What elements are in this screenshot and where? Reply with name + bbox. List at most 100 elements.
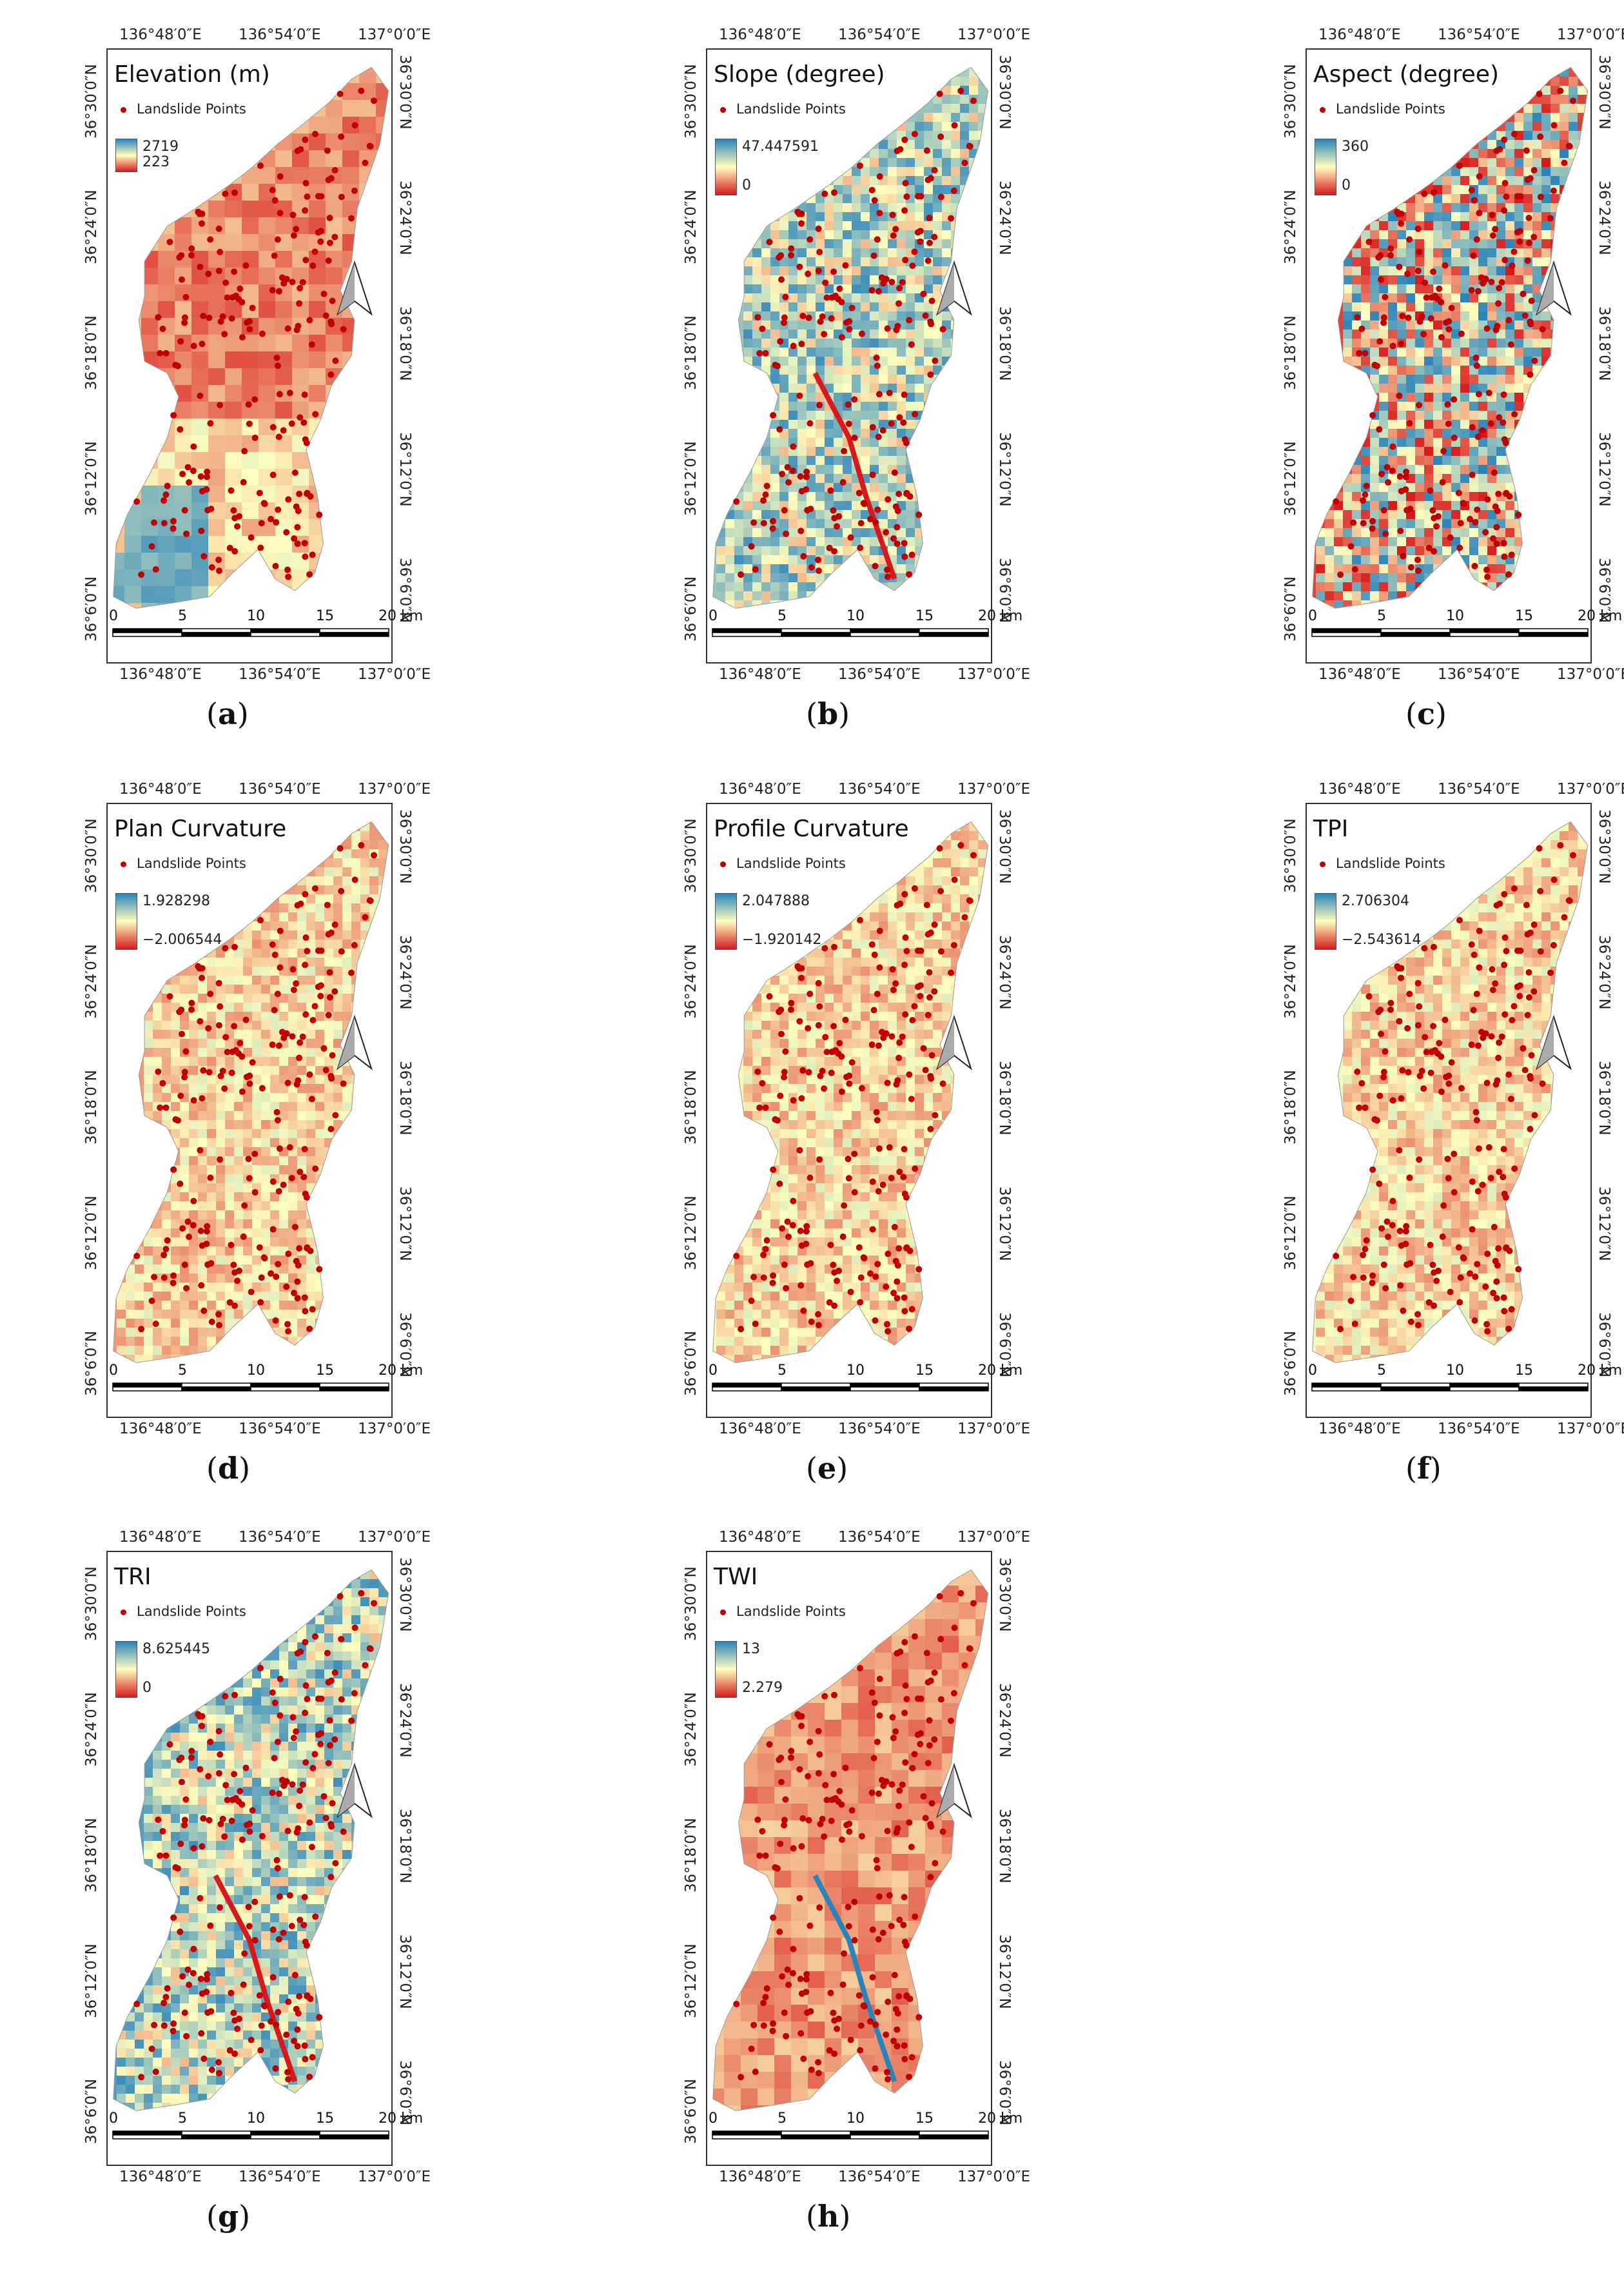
lon-tick-bottom: 137°0′0″E (1557, 1421, 1624, 1437)
landslide-point (915, 2014, 923, 2021)
landslide-point (926, 994, 933, 1001)
map-panel-f: TPI Landslide Points 2.706304 −2.543614 0 5 10… (1251, 781, 1624, 1486)
landslide-point (906, 317, 913, 324)
landslide-point (351, 122, 358, 129)
scale-bar-label: 5 (1377, 608, 1386, 624)
landslide-point (1369, 1272, 1376, 1279)
landslide-point (1475, 1145, 1482, 1152)
landslide-point (1492, 1081, 1500, 1088)
landslide-point (848, 304, 856, 311)
lon-tick-bottom: 137°0′0″E (1557, 666, 1624, 683)
landslide-point (911, 1633, 918, 1640)
landslide-point (293, 1257, 300, 1264)
lat-tick-left: 36°6′0″N (683, 576, 699, 642)
landslide-point (275, 2009, 282, 2016)
landslide-point (917, 992, 924, 999)
landslide-point (215, 2059, 222, 2066)
landslide-point (311, 248, 318, 255)
landslide-point (841, 1950, 848, 1957)
landslide-point (293, 1829, 300, 1836)
landslide-point (879, 1181, 886, 1188)
landslide-point (234, 523, 241, 530)
landslide-point (937, 193, 944, 201)
scale-bar-label: 5 (178, 608, 187, 624)
landslide-point (318, 193, 325, 200)
landslide-point (259, 1833, 266, 1840)
landslide-point (908, 2054, 915, 2061)
landslide-point (1377, 1007, 1384, 1014)
landslide-point (886, 1892, 893, 1899)
landslide-point (224, 1796, 231, 1804)
lon-tick-bottom: 136°48′0″E (1318, 666, 1401, 683)
landslide-point (1495, 491, 1502, 498)
landslide-point (831, 1302, 838, 1309)
landslide-point (890, 987, 897, 994)
landslide-point (155, 1068, 162, 1076)
landslide-point (289, 1781, 296, 1788)
landslide-point (931, 921, 938, 929)
landslide-point (884, 566, 891, 573)
landslide-point (317, 992, 324, 999)
landslide-point (1496, 414, 1503, 421)
lat-tick-right: 36°6′0″N (996, 558, 1013, 624)
landslide-point (205, 1773, 212, 1780)
landslide-point (208, 2008, 215, 2015)
landslide-point (1485, 389, 1492, 397)
lon-tick-bottom: 136°54′0″E (1438, 1421, 1520, 1437)
landslide-point (182, 1796, 190, 1803)
landslide-point (1505, 1325, 1512, 1332)
landslide-point (1492, 326, 1500, 333)
landslide-point (1507, 341, 1514, 348)
landslide-point (244, 1074, 251, 1081)
landslide-point (1525, 239, 1532, 246)
landslide-point (950, 941, 957, 949)
landslide-point (876, 173, 883, 180)
map-panel-d: Plan Curvature Landslide Points 1.928298 −2… (52, 781, 431, 1486)
landslide-point (815, 225, 822, 232)
lat-tick-right: 36°12′0″N (396, 432, 413, 507)
landslide-point (244, 1822, 251, 1829)
landslide-point (1473, 362, 1480, 369)
landslide-point (285, 1328, 292, 1335)
landslide-point (798, 974, 805, 981)
landslide-point (874, 1865, 881, 1872)
landslide-point (151, 2021, 158, 2029)
landslide-point (1389, 1097, 1396, 1104)
legend-landslide-points: Landslide Points (720, 1604, 846, 1619)
landslide-point (1438, 334, 1445, 341)
landslide-point (261, 2003, 268, 2010)
landslide-point (172, 362, 179, 369)
landslide-point (1414, 1322, 1422, 1329)
landslide-point (1502, 257, 1509, 264)
lon-tick-top: 136°54′0″E (1438, 781, 1520, 798)
landslide-point (217, 1904, 224, 1911)
landslide-point (876, 964, 883, 971)
landslide-point (228, 1241, 235, 1248)
landslide-point (928, 297, 935, 304)
legend-label: Landslide Points (137, 856, 246, 871)
landslide-point (1565, 897, 1572, 904)
landslide-point (909, 262, 916, 270)
landslide-point (1468, 1041, 1475, 1048)
landslide-point (752, 566, 759, 573)
landslide-point (925, 1760, 932, 1767)
landslide-point (283, 2031, 290, 2038)
landslide-point (348, 215, 355, 222)
landslide-point (231, 1023, 238, 1030)
landslide-point (302, 1308, 309, 1315)
landslide-point (902, 934, 909, 941)
landslide-point (1445, 1080, 1453, 1087)
landslide-point (798, 1990, 805, 1997)
landslide-point (805, 1025, 812, 1032)
landslide-point (222, 1782, 230, 1789)
landslide-point (217, 1820, 224, 1827)
landslide-point (285, 496, 292, 503)
landslide-point (1493, 540, 1500, 547)
landslide-point (917, 228, 924, 235)
landslide-point (831, 515, 838, 522)
landslide-point (1511, 411, 1518, 418)
landslide-point (957, 841, 964, 849)
landslide-point (1440, 1202, 1447, 1209)
landslide-point (762, 349, 769, 357)
lat-tick-right: 36°18′0″N (1596, 306, 1612, 381)
